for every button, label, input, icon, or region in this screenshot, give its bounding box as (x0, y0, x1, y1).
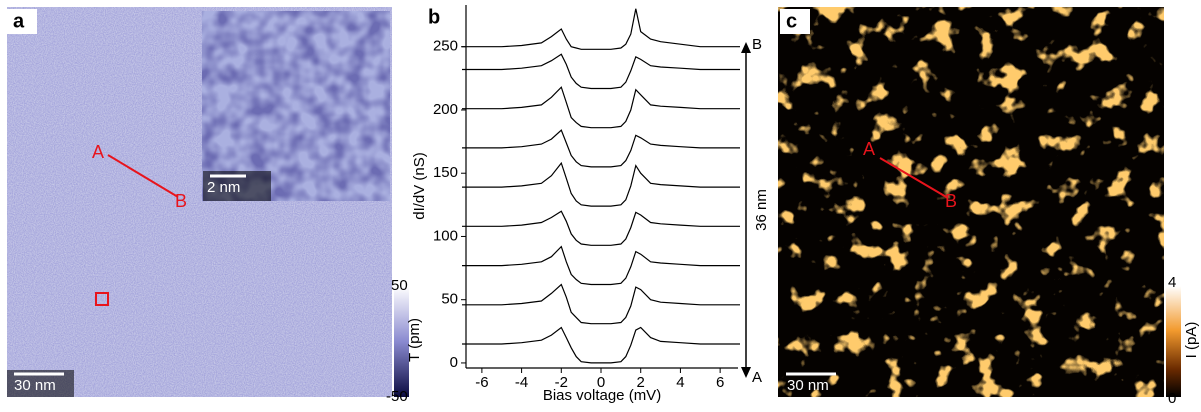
inset-scale-label: 2 nm (207, 179, 240, 196)
spectrum (462, 326, 740, 364)
y-tick-label: 150 (433, 164, 458, 181)
panel-label-box (780, 9, 810, 34)
colorbar-title: I (pA) (1183, 322, 1200, 359)
y-axis-label: dI/dV (nS) (411, 152, 428, 220)
panel-c: c A B 30 nm 4 0 I (pA) (778, 7, 1200, 407)
y-tick-label: 250 (433, 38, 458, 55)
y-tick-label: 100 (433, 227, 458, 244)
x-tick-label: 2 (637, 374, 645, 391)
colorbar-min: -50 (386, 388, 408, 405)
panel-label: b (428, 6, 440, 28)
scale-label: 30 nm (787, 377, 829, 394)
panel-label: a (13, 10, 25, 32)
point-b: B (945, 191, 957, 211)
panel-a: 2 nm a A B 30 nm 50 -50 T (pm) (7, 7, 423, 405)
x-tick-label: -2 (555, 374, 568, 391)
line-cut (107, 154, 179, 198)
spectrum (462, 86, 740, 129)
scale-label: 30 nm (14, 377, 56, 394)
y-tick-label: 200 (433, 101, 458, 118)
point-a: A (863, 139, 875, 159)
inset-location (95, 292, 109, 306)
spectrum (462, 161, 740, 207)
y-tick-label: 50 (441, 291, 458, 308)
colorbar (394, 286, 409, 397)
panel-b: b dI/dV (nS) Bias voltage (mV) B A 36 nm… (411, 5, 770, 404)
x-tick-label: 0 (597, 374, 605, 391)
x-tick-label: -4 (515, 374, 528, 391)
spectrum (462, 210, 740, 246)
current-map-texture (778, 7, 1164, 397)
spectrum (462, 8, 740, 50)
colorbar (1166, 286, 1181, 397)
spectrum (462, 129, 740, 168)
panel-label-box (7, 9, 37, 34)
colorbar-max: 4 (1168, 274, 1176, 291)
point-b: B (175, 191, 187, 211)
annotation-bottom: A (752, 369, 762, 386)
x-tick-label: 6 (716, 374, 724, 391)
point-a: A (92, 142, 104, 162)
colorbar-min: 0 (1168, 390, 1176, 407)
spectrum (462, 283, 740, 325)
y-tick-label: 0 (450, 354, 458, 371)
spectrum (462, 53, 740, 90)
annotation-distance: 36 nm (753, 189, 770, 231)
x-axis-label: Bias voltage (mV) (543, 387, 661, 404)
x-tick-label: 4 (676, 374, 684, 391)
inset-texture (202, 11, 390, 201)
annotation-top: B (752, 36, 762, 53)
spectrum (462, 245, 740, 286)
x-tick-label: -6 (475, 374, 488, 391)
panel-label: c (786, 10, 797, 32)
colorbar-max: 50 (391, 277, 408, 294)
colorbar-title: T (pm) (406, 318, 423, 362)
line-cut (879, 157, 949, 199)
